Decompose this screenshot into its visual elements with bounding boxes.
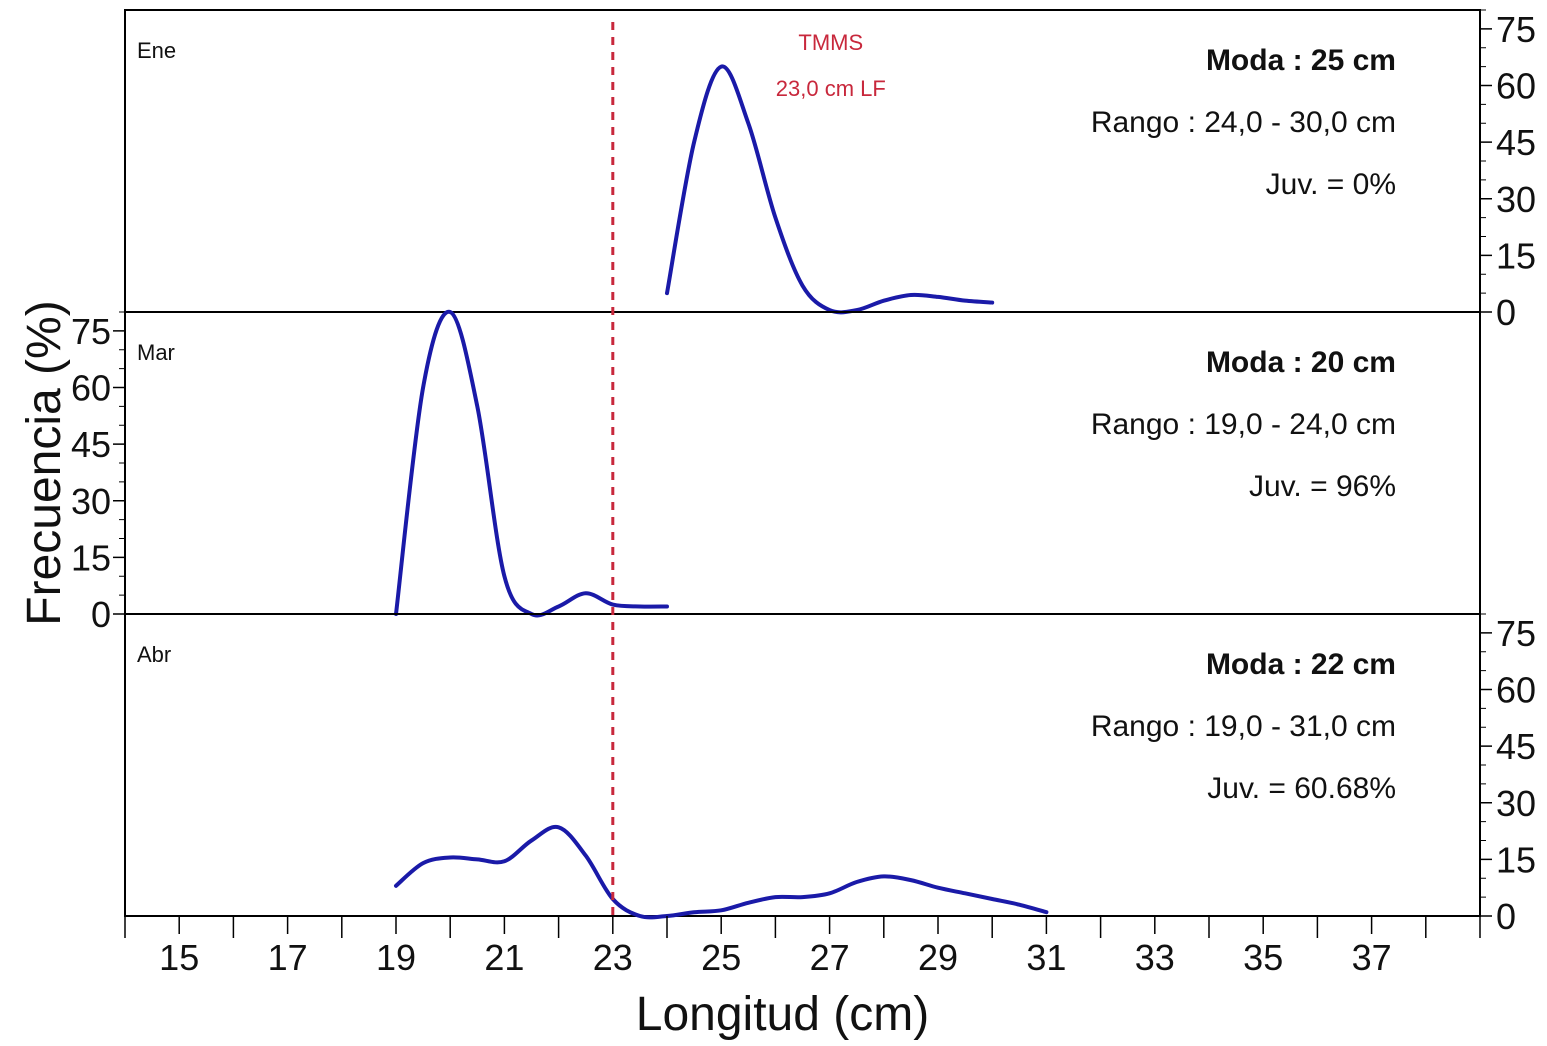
- rango-label: Rango : 24,0 - 30,0 cm: [1091, 106, 1396, 139]
- y-tick-label: 0: [1496, 292, 1516, 333]
- y-tick-label: 60: [71, 368, 111, 409]
- x-axis-title: Longitud (cm): [636, 988, 929, 1041]
- y-tick-label: 15: [71, 537, 111, 578]
- y-tick-label: 30: [1496, 783, 1536, 824]
- tmms-label: TMMS: [798, 30, 863, 55]
- y-tick-label: 30: [71, 481, 111, 522]
- y-tick-label: 60: [1496, 670, 1536, 711]
- x-tick-label: 31: [1026, 937, 1066, 978]
- x-tick-label: 21: [484, 937, 524, 978]
- rango-label: Rango : 19,0 - 31,0 cm: [1091, 710, 1396, 743]
- y-tick-label: 15: [1496, 235, 1536, 276]
- y-tick-label: 60: [1496, 66, 1536, 107]
- y-tick-label: 0: [91, 594, 111, 635]
- y-axis-title: Frecuencia (%): [18, 300, 71, 625]
- juv-label: Juv. = 0%: [1266, 168, 1396, 201]
- y-tick-label: 45: [1496, 726, 1536, 767]
- y-tick-label: 45: [1496, 122, 1536, 163]
- series-line-ene: [665, 64, 995, 315]
- moda-label: Moda : 20 cm: [1206, 346, 1396, 379]
- x-tick-label: 35: [1243, 937, 1283, 978]
- x-tick-label: 33: [1135, 937, 1175, 978]
- x-tick-label: 23: [593, 937, 633, 978]
- x-tick-label: 25: [701, 937, 741, 978]
- series-line-mar: [394, 309, 669, 618]
- juv-label: Juv. = 60.68%: [1207, 772, 1396, 805]
- y-tick-label: 15: [1496, 839, 1536, 880]
- x-tick-label: 37: [1352, 937, 1392, 978]
- series-line-abr: [394, 824, 1049, 920]
- x-tick-label: 17: [268, 937, 308, 978]
- x-tick-label: 29: [918, 937, 958, 978]
- panel-name: Abr: [137, 642, 171, 667]
- rango-label: Rango : 19,0 - 24,0 cm: [1091, 408, 1396, 441]
- y-tick-label: 0: [1496, 896, 1516, 937]
- juv-label: Juv. = 96%: [1249, 470, 1396, 503]
- x-tick-label: 19: [376, 937, 416, 978]
- panel-name: Ene: [137, 38, 176, 63]
- y-tick-label: 75: [1496, 613, 1536, 654]
- tmms-value-label: 23,0 cm LF: [776, 76, 886, 101]
- panel-name: Mar: [137, 340, 175, 365]
- moda-label: Moda : 22 cm: [1206, 648, 1396, 681]
- y-tick-label: 75: [71, 311, 111, 352]
- x-tick-label: 15: [159, 937, 199, 978]
- y-tick-label: 45: [71, 424, 111, 465]
- y-tick-label: 30: [1496, 179, 1536, 220]
- y-tick-label: 75: [1496, 9, 1536, 50]
- x-tick-label: 27: [810, 937, 850, 978]
- moda-label: Moda : 25 cm: [1206, 44, 1396, 77]
